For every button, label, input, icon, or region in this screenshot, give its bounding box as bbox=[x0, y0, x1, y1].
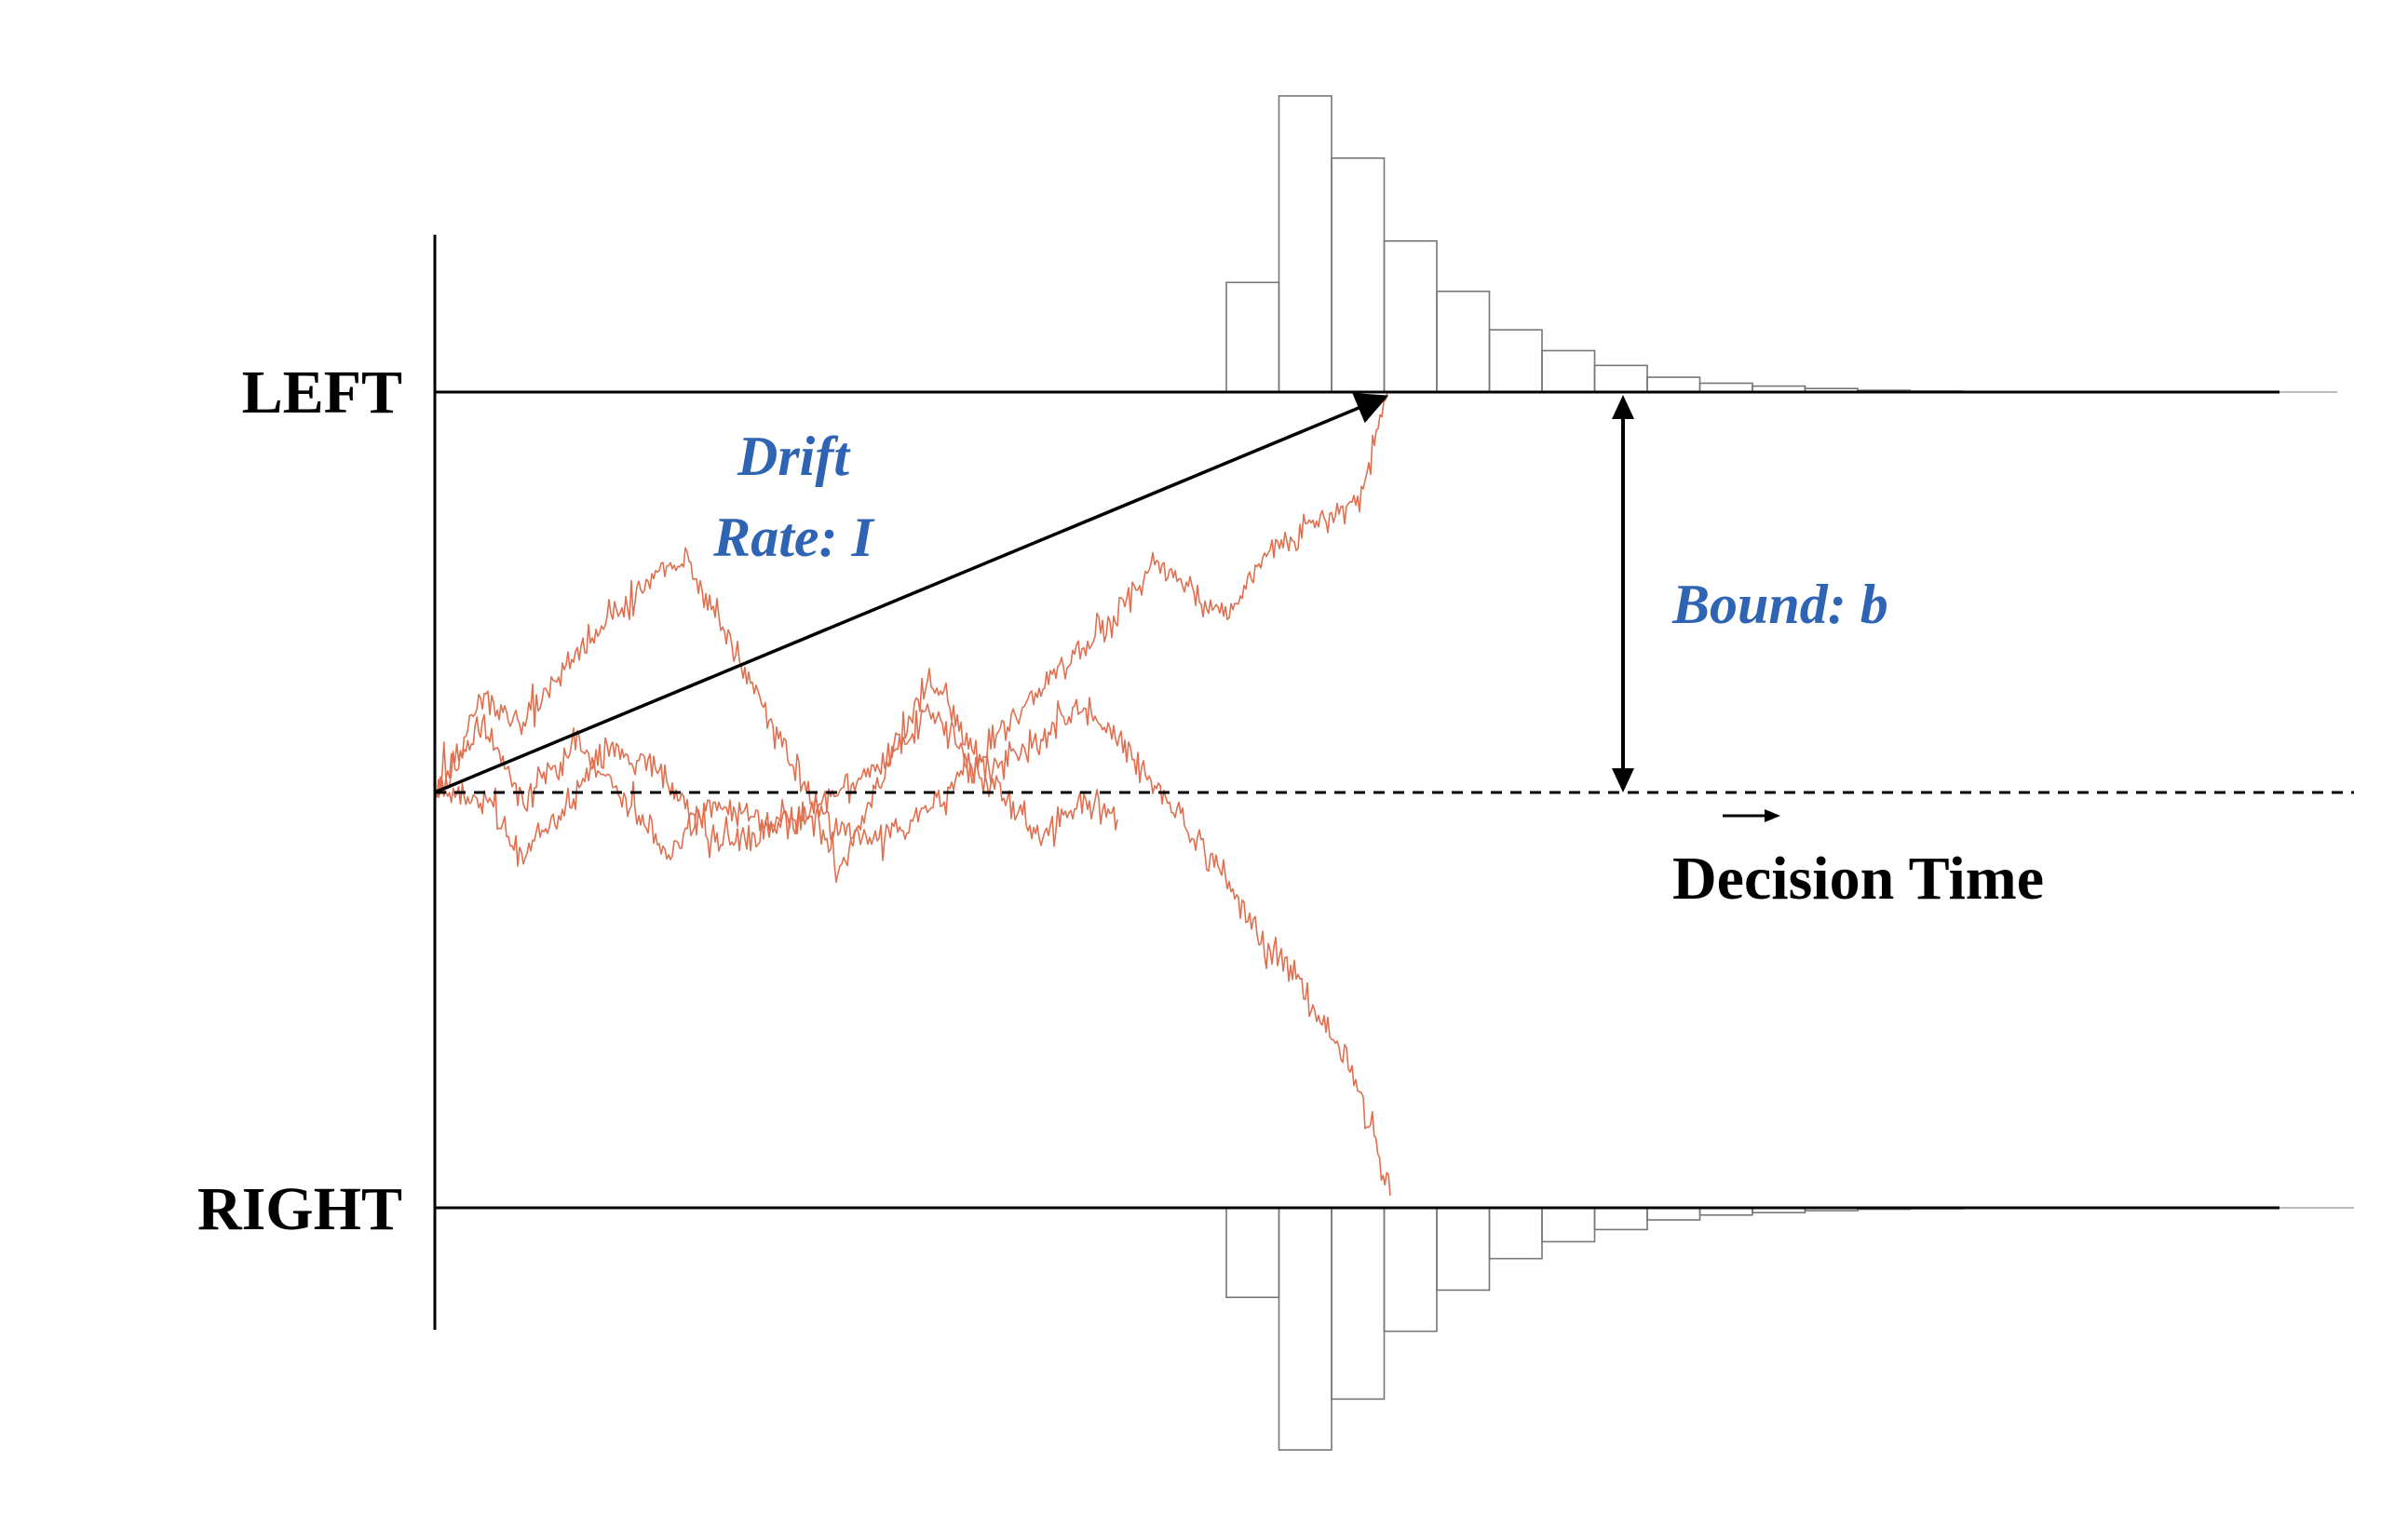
upper-boundary-label: LEFT bbox=[242, 359, 402, 427]
lower-hist-bar-5 bbox=[1436, 1207, 1491, 1292]
drift-rate-arrow bbox=[436, 392, 1389, 793]
lower-hist-bar-9 bbox=[1646, 1207, 1701, 1221]
lower-hist-bar-1 bbox=[1225, 1207, 1280, 1298]
drift-rate-label-line1: Drift bbox=[737, 426, 851, 487]
lower-hist-bar-2 bbox=[1278, 1207, 1333, 1451]
upper-hist-bar-3 bbox=[1331, 157, 1386, 393]
decision-time-label: Decision Time bbox=[1672, 845, 2044, 913]
trajectory-to-left bbox=[436, 391, 1388, 861]
upper-hist-bar-4 bbox=[1383, 239, 1438, 393]
lower-boundary-label: RIGHT bbox=[197, 1175, 402, 1243]
sample-trajectories bbox=[436, 391, 1391, 1197]
upper-hist-bar-1 bbox=[1225, 281, 1280, 393]
upper-hist-bar-2 bbox=[1278, 95, 1333, 393]
lower-hist-bar-8 bbox=[1593, 1207, 1648, 1231]
drift-rate-label-line2: Rate: I bbox=[712, 507, 875, 568]
lower-hist-bar-7 bbox=[1541, 1207, 1596, 1243]
bound-label: Bound: b bbox=[1671, 574, 1888, 635]
lower-hist-bar-6 bbox=[1488, 1207, 1543, 1260]
bound-arrow-head-down bbox=[1612, 768, 1634, 792]
lower-hist-bar-4 bbox=[1383, 1207, 1438, 1333]
bound-arrow-head-up bbox=[1612, 395, 1634, 419]
upper-hist-bar-7 bbox=[1541, 349, 1596, 393]
upper-hist-bar-8 bbox=[1593, 364, 1648, 393]
upper-hist-bar-6 bbox=[1488, 329, 1543, 393]
trajectory-wandering bbox=[436, 703, 1118, 867]
lower-rt-histogram bbox=[1225, 1207, 1964, 1451]
lower-hist-bar-3 bbox=[1331, 1207, 1386, 1401]
upper-rt-histogram bbox=[1225, 95, 1964, 393]
time-direction-arrow-head bbox=[1765, 809, 1780, 822]
upper-hist-bar-5 bbox=[1436, 291, 1491, 393]
trajectory-to-right bbox=[436, 547, 1391, 1197]
upper-hist-bar-9 bbox=[1646, 376, 1701, 393]
